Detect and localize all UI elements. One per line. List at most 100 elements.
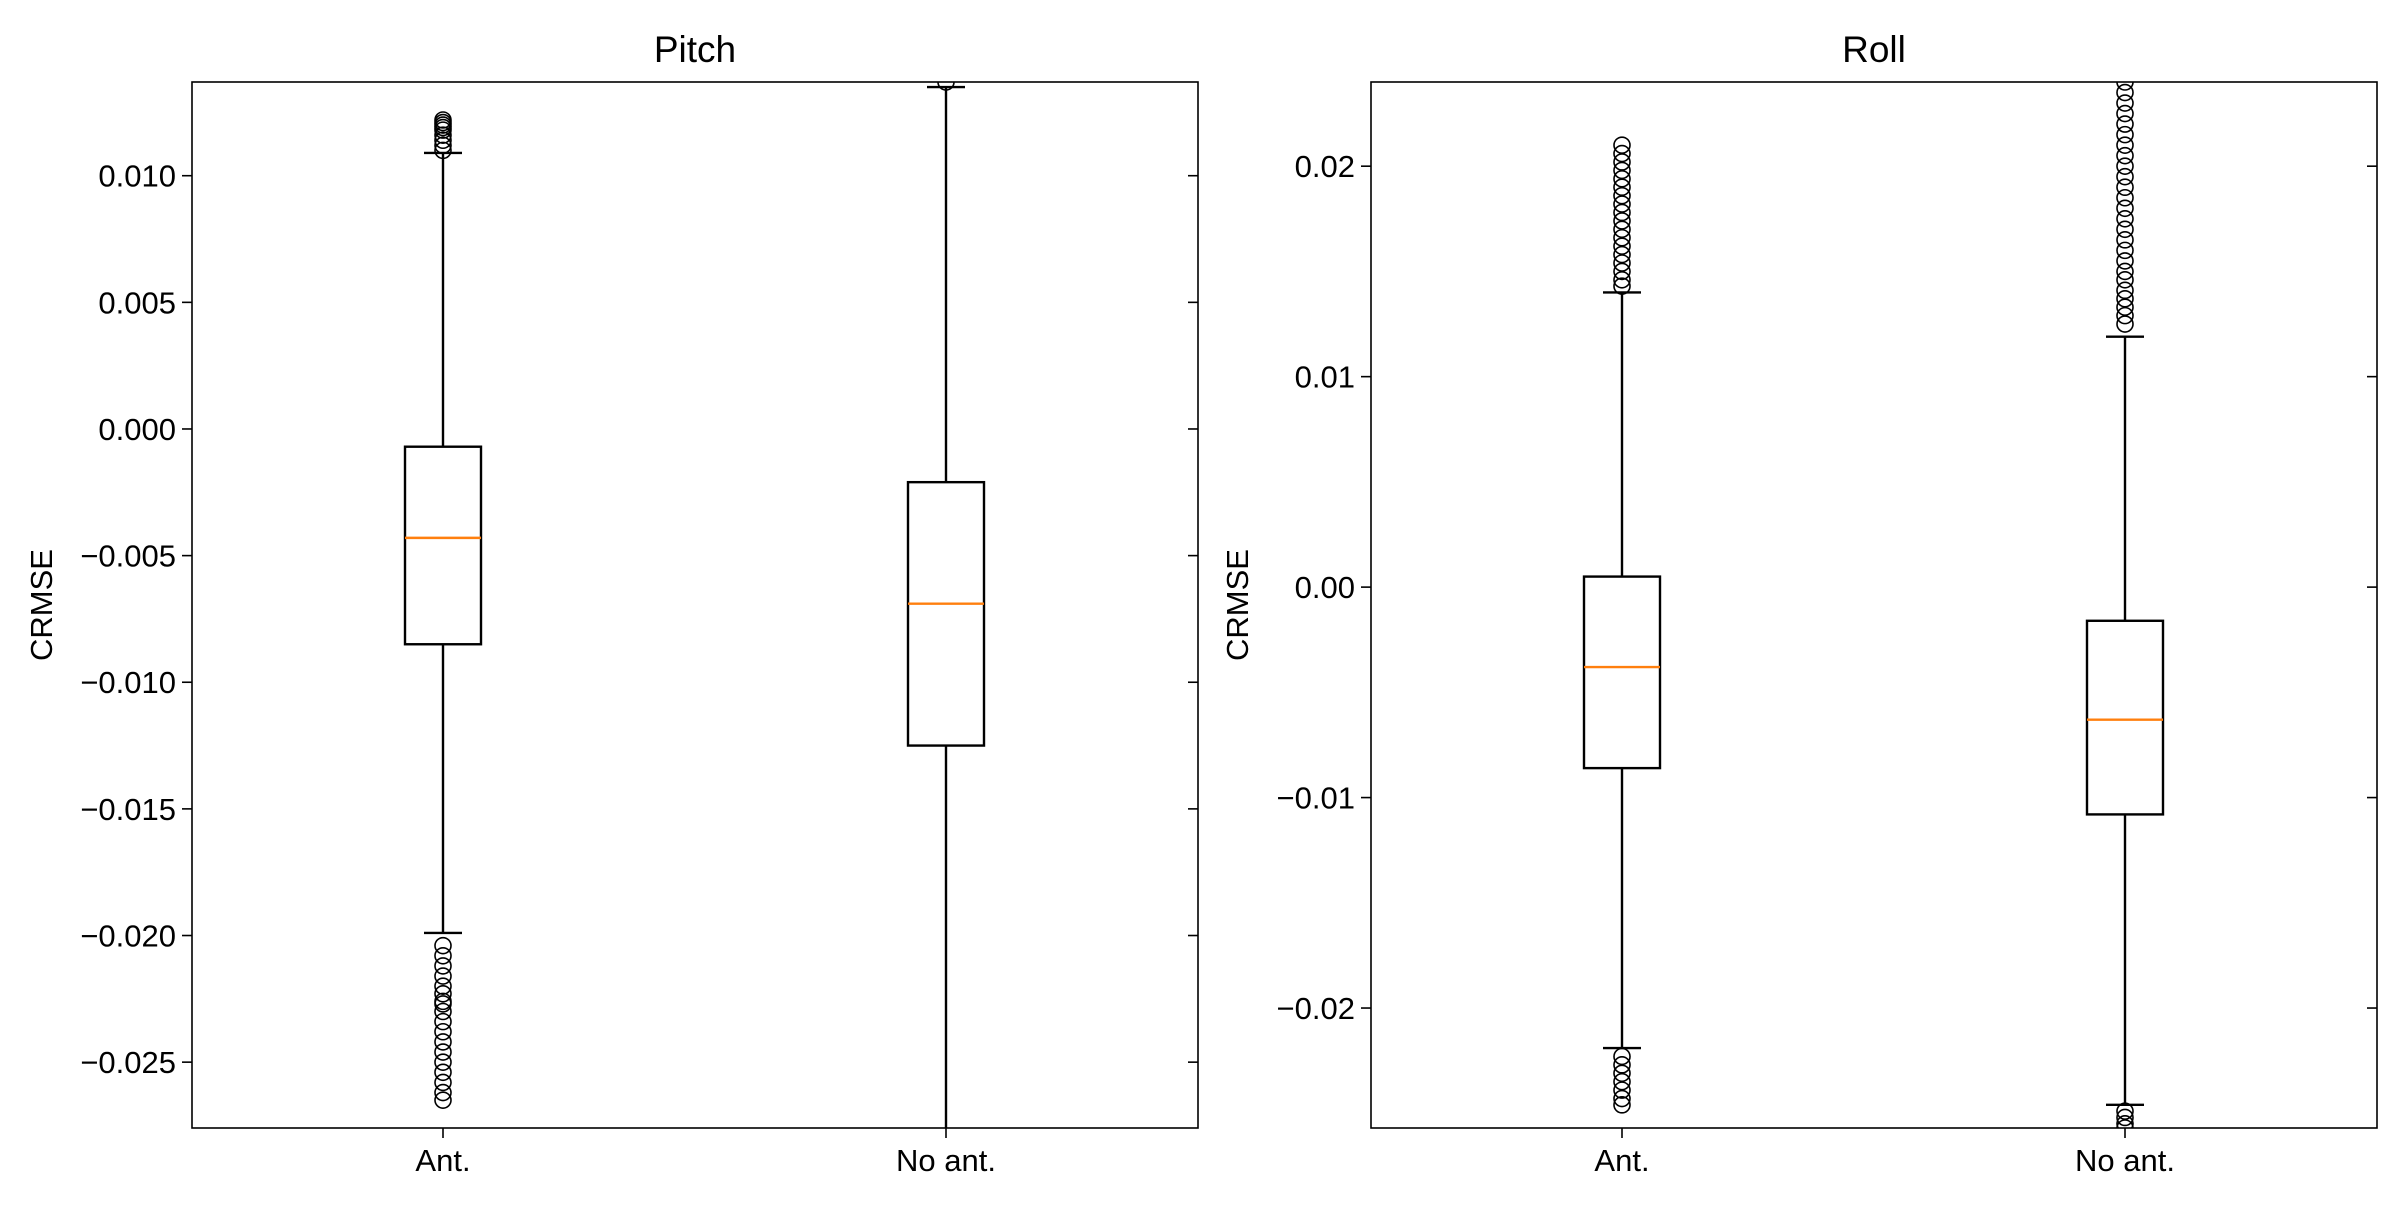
outlier-point: [434, 1073, 452, 1092]
x-tick-label: Ant.: [415, 1143, 470, 1178]
outlier-point: [2116, 306, 2134, 325]
boxplot-group: [403, 82, 986, 1128]
outlier-point: [2116, 125, 2134, 144]
outlier-point: [434, 131, 452, 150]
outlier-point: [434, 957, 452, 975]
plot-frame: [191, 81, 1199, 1129]
y-tick-label: 0.010: [98, 159, 176, 194]
outlier-point: [2116, 1102, 2134, 1120]
outlier-point: [1613, 277, 1631, 295]
box-iqr: [906, 480, 986, 747]
outlier-point: [1613, 212, 1631, 230]
outlier-point: [434, 967, 452, 985]
outlier-point: [1613, 1081, 1631, 1099]
outlier-point: [1613, 144, 1631, 163]
outlier-point: [937, 82, 955, 91]
outlier-point: [1613, 1096, 1631, 1114]
outlier-point: [1613, 161, 1631, 180]
outlier-point: [1613, 1056, 1631, 1074]
outlier-point: [2116, 1114, 2134, 1128]
outlier-point: [434, 1063, 452, 1082]
outlier-point: [434, 141, 452, 160]
outlier-point: [1613, 220, 1631, 239]
y-tick-label: 0.005: [98, 285, 176, 320]
outlier-point: [2116, 94, 2134, 112]
chart-title: Roll: [1842, 29, 1906, 70]
outlier-point: [2116, 262, 2134, 281]
outlier-point: [2116, 157, 2134, 175]
outlier-point: [2116, 104, 2134, 123]
outlier-point: [2116, 241, 2134, 260]
outlier-point: [2116, 1119, 2134, 1128]
outlier-point: [434, 126, 452, 144]
outlier-point: [2116, 136, 2134, 154]
box-iqr: [1582, 575, 1662, 770]
y-tick-label: 0.000: [98, 412, 176, 447]
x-tick-label: Ant.: [1594, 1143, 1649, 1178]
outlier-point: [1613, 262, 1631, 281]
outlier-point: [2116, 1108, 2134, 1127]
outlier-point: [2116, 298, 2134, 316]
y-tick-label: −0.005: [80, 539, 176, 574]
chart-title: Pitch: [654, 29, 736, 70]
box-iqr: [403, 445, 483, 646]
outlier-point: [434, 1033, 452, 1051]
outlier-point: [434, 1083, 452, 1102]
outlier-point: [2116, 289, 2134, 308]
y-tick-label: −0.015: [80, 792, 176, 827]
x-tick-label: No ant.: [896, 1143, 996, 1178]
outlier-point: [2116, 220, 2134, 239]
box-iqr: [2085, 619, 2165, 816]
y-axis-label: CRMSE: [1220, 549, 1255, 661]
outlier-point: [1613, 203, 1631, 222]
outlier-point: [434, 136, 452, 155]
y-tick-label: 0.00: [1295, 570, 1355, 605]
outlier-point: [2116, 83, 2134, 102]
outlier-point: [434, 977, 452, 995]
outlier-point: [1613, 228, 1631, 247]
x-tick-label: No ant.: [2075, 1143, 2175, 1178]
outlier-point: [1613, 178, 1631, 197]
outlier-point: [2116, 115, 2134, 133]
outlier-point: [434, 984, 452, 1003]
outlier-point: [1613, 1047, 1631, 1066]
outlier-point: [1613, 153, 1631, 171]
outlier-point: [2116, 281, 2134, 300]
outlier-point: [2116, 199, 2134, 218]
outlier-point: [1613, 1089, 1631, 1108]
outlier-point: [2116, 188, 2134, 207]
outlier-point: [434, 1012, 452, 1031]
outlier-point: [1613, 271, 1631, 289]
y-tick-label: −0.025: [80, 1045, 176, 1080]
outlier-point: [1613, 1072, 1631, 1091]
outlier-point: [1613, 186, 1631, 205]
outlier-point: [434, 1043, 452, 1061]
outlier-point: [434, 946, 452, 965]
y-tick-label: −0.010: [80, 665, 176, 700]
y-tick-label: −0.01: [1277, 781, 1355, 816]
y-tick-label: −0.020: [80, 919, 176, 954]
outlier-point: [2116, 82, 2134, 91]
outlier-point: [1613, 1064, 1631, 1083]
outlier-point: [2116, 210, 2134, 228]
plot-frame: [1370, 81, 2378, 1129]
outlier-point: [1613, 237, 1631, 255]
y-tick-label: 0.01: [1295, 360, 1355, 395]
y-tick-label: −0.02: [1277, 991, 1355, 1026]
outlier-point: [1613, 195, 1631, 213]
outlier-point: [2116, 167, 2134, 186]
outlier-point: [434, 111, 452, 129]
outlier-point: [2116, 178, 2134, 197]
outlier-point: [2116, 231, 2134, 249]
outlier-point: [1613, 254, 1631, 272]
outlier-point: [1613, 245, 1631, 264]
outlier-point: [434, 936, 452, 955]
y-tick-label: 0.02: [1295, 149, 1355, 184]
outlier-point: [1613, 136, 1631, 154]
outlier-point: [2116, 252, 2134, 270]
outlier-point: [434, 1022, 452, 1041]
outlier-point: [434, 1053, 452, 1071]
outlier-point: [434, 1091, 452, 1109]
